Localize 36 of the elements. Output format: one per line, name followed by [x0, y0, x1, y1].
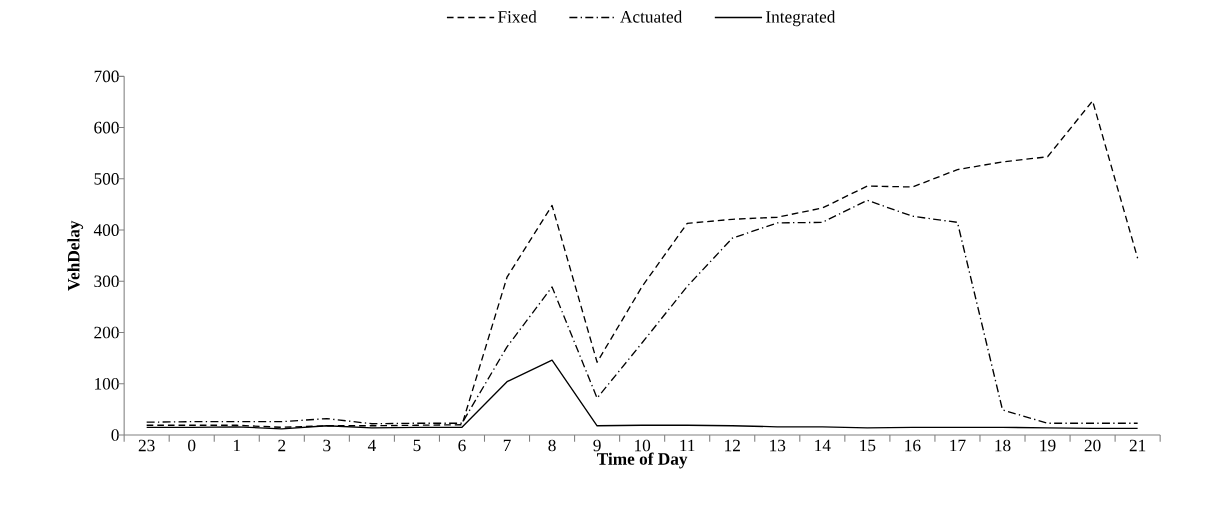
- x-tick-label: 18: [995, 439, 1011, 452]
- x-tick-label: 9: [593, 439, 601, 452]
- x-tick-label: 5: [413, 439, 421, 452]
- y-axis-title: VehDelay: [67, 220, 84, 291]
- legend-label: Fixed: [498, 10, 537, 23]
- x-tick-label: 13: [770, 439, 786, 452]
- x-tick-label: 17: [950, 439, 966, 452]
- x-tick-label: 15: [860, 439, 876, 452]
- y-tick-label: 300: [94, 275, 119, 288]
- x-tick-label: 6: [458, 439, 466, 452]
- x-tick-label: 4: [367, 439, 376, 452]
- y-tick-label: 0: [111, 429, 119, 441]
- x-tick-label: 23: [138, 439, 155, 452]
- x-tick-label: 1: [233, 439, 241, 452]
- x-tick-label: 0: [188, 439, 196, 452]
- x-tick-label: 12: [725, 439, 740, 452]
- y-tick-label: 200: [94, 326, 119, 339]
- legend-label: Actuated: [620, 10, 683, 23]
- y-tick-label: 700: [94, 70, 119, 83]
- x-tick-label: 20: [1084, 439, 1101, 452]
- x-tick-label: 8: [548, 439, 556, 452]
- y-tick-label: 500: [94, 173, 119, 185]
- x-tick-label: 11: [680, 439, 695, 452]
- x-tick-label: 16: [905, 439, 921, 452]
- y-tick-label: 400: [93, 224, 119, 236]
- x-tick-label: 2: [278, 439, 286, 452]
- x-tick-label: 3: [323, 439, 331, 452]
- x-tick-label: 7: [503, 439, 511, 451]
- x-axis-title: Time of Day: [597, 452, 688, 469]
- y-tick-label: 100: [95, 377, 119, 390]
- x-tick-label: 21: [1129, 439, 1146, 452]
- x-tick-label: 14: [815, 439, 831, 452]
- x-tick-label: 10: [635, 439, 651, 452]
- x-tick-label: 19: [1040, 439, 1056, 452]
- legend-label: Integrated: [766, 10, 836, 27]
- y-tick-label: 600: [94, 121, 119, 134]
